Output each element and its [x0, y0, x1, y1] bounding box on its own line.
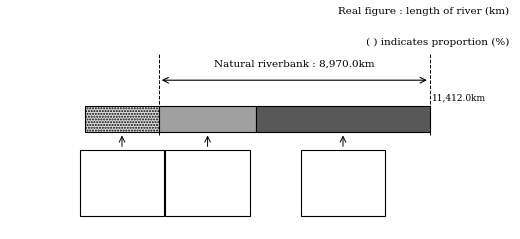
Bar [165, 150, 250, 216]
Text: 3,226.7km: 3,226.7km [187, 198, 228, 206]
Bar [256, 106, 430, 132]
Text: ( ) indicates proportion (%): ( ) indicates proportion (%) [366, 38, 510, 47]
Text: (cliff): (cliff) [196, 179, 219, 189]
Text: 2,441.5km: 2,441.5km [101, 198, 142, 206]
Text: (28.3%): (28.3%) [192, 208, 223, 216]
Text: riverbank: riverbank [101, 166, 143, 175]
Bar [85, 106, 159, 132]
Text: (21.4%): (21.4%) [107, 208, 137, 216]
Bar [159, 106, 256, 132]
Bar [301, 150, 385, 216]
Text: Natural: Natural [191, 152, 224, 161]
Text: Natural riverbank : 8,970.0km: Natural riverbank : 8,970.0km [214, 60, 374, 69]
Text: (others): (others) [326, 179, 360, 189]
Text: Natural: Natural [327, 152, 359, 161]
Text: riverbank: riverbank [187, 166, 229, 175]
Text: riverbank: riverbank [322, 166, 364, 175]
Text: Real figure : length of river (km): Real figure : length of river (km) [339, 7, 510, 16]
Bar [80, 150, 164, 216]
Text: 5,743.8km: 5,743.8km [322, 198, 363, 206]
Text: (50.3%): (50.3%) [328, 208, 358, 216]
Text: 11,412.0km: 11,412.0km [432, 93, 486, 102]
Text: Artificial: Artificial [103, 152, 140, 161]
